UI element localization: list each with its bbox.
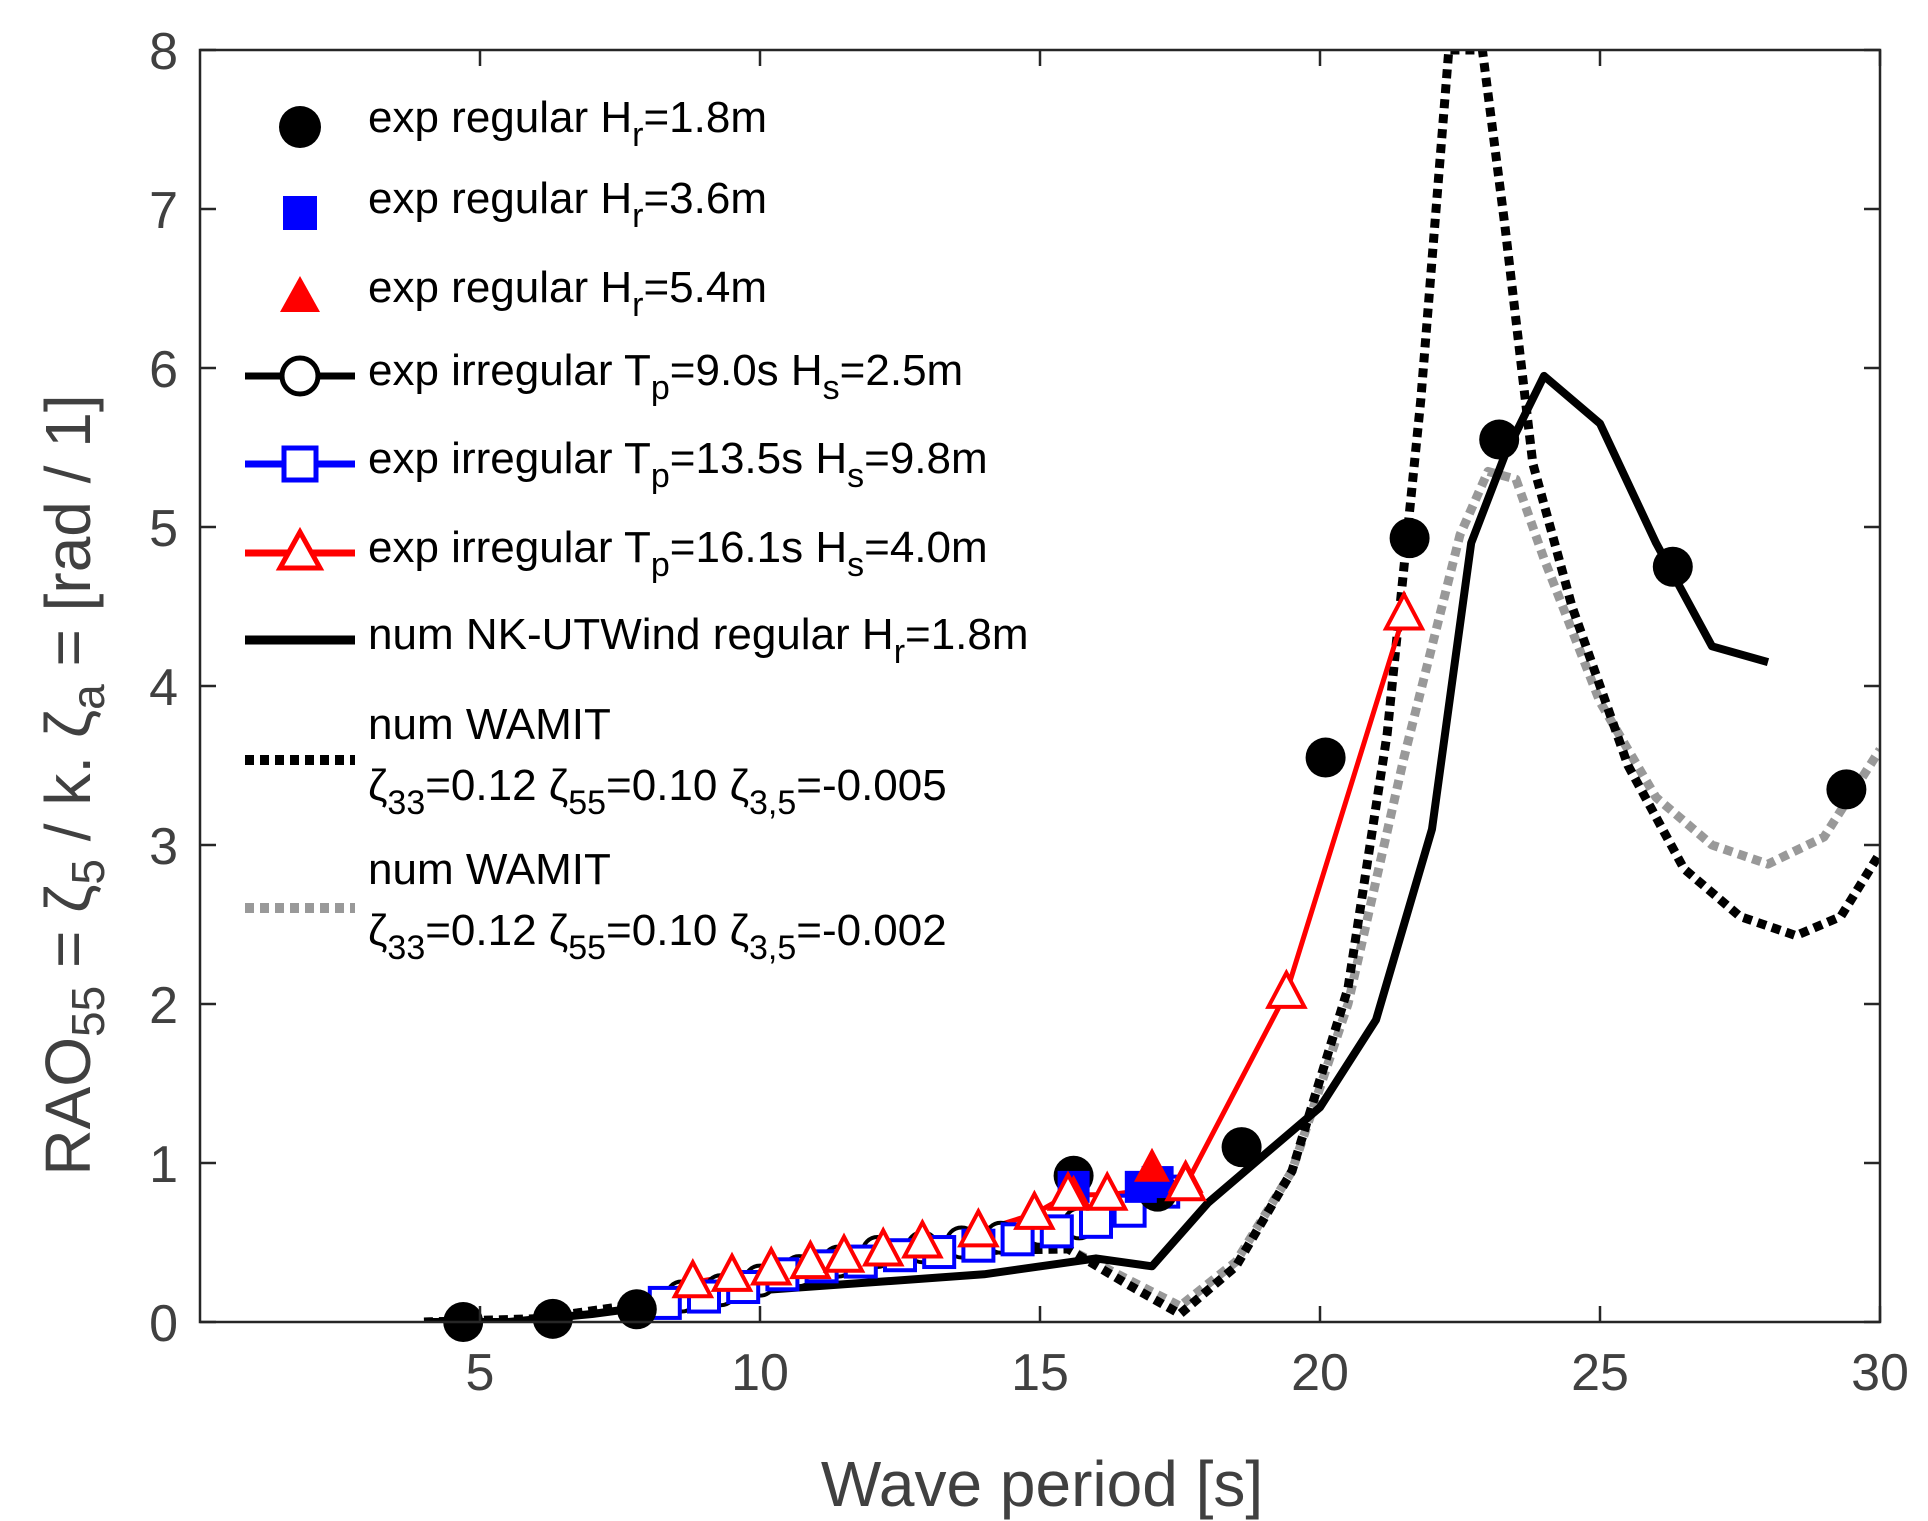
legend-label-exp-irregular-13.5: exp irregular Tp=13.5s Hs=9.8m [368, 434, 988, 495]
x-tick-label: 5 [466, 1344, 495, 1402]
y-tick-label: 5 [149, 500, 178, 558]
plot-markers [443, 419, 1867, 1342]
data-point-series-4 [1039, 1214, 1074, 1249]
data-point-series-2 [1134, 1147, 1170, 1182]
legend-label-exp-irregular-9.0: exp irregular Tp=9.0s Hs=2.5m [368, 346, 963, 407]
legend-label-num-nk-utwind: num NK-UTWind regular Hr=1.8m [368, 610, 1029, 671]
data-point-series-0 [1652, 546, 1693, 587]
data-point-series-0 [1221, 1127, 1262, 1168]
data-point-series-0 [1305, 737, 1346, 778]
data-point-series-5 [822, 1232, 866, 1273]
legend-swatch-exp-regular-5.4 [280, 276, 320, 312]
y-tick-label: 3 [149, 818, 178, 876]
legend-swatch-exp-regular-3.6 [283, 196, 317, 230]
data-point-series-5 [671, 1257, 715, 1299]
legend-swatch-exp-irregular-9.0-marker [279, 355, 321, 397]
data-point-series-0 [532, 1298, 573, 1339]
axis-ticks [200, 48, 1882, 1324]
data-point-series-5 [1046, 1170, 1090, 1211]
data-point-series-4 [1079, 1204, 1113, 1239]
plot-lines [423, 50, 1880, 1322]
legend-labels: exp regular Hr=1.8m exp regular Hr=3.6m … [368, 93, 1029, 967]
data-point-series-5 [861, 1226, 905, 1267]
y-tick-label: 2 [149, 977, 178, 1035]
y-tick-labels: 0 1 2 3 4 5 6 7 8 [149, 23, 178, 1353]
x-tick-labels: 5 10 15 20 25 30 [466, 1344, 1909, 1402]
data-point-series-5 [957, 1207, 1000, 1248]
legend-label-exp-regular-3.6: exp regular Hr=3.6m [368, 174, 767, 235]
data-point-series-0 [1479, 419, 1520, 460]
legend-symbols [245, 106, 355, 913]
x-tick-label: 20 [1291, 1344, 1349, 1402]
data-point-series-0 [616, 1289, 657, 1330]
legend-swatch-exp-irregular-13.5-marker [281, 445, 319, 483]
data-point-series-5 [1265, 968, 1308, 1009]
legend-label-exp-irregular-16.1: exp irregular Tp=16.1s Hs=4.0m [368, 523, 988, 584]
legend-label-num-wamit-005-line1: num WAMIT [368, 700, 611, 749]
x-axis-label: Wave period [s] [821, 1448, 1263, 1520]
data-point-series-5 [1164, 1160, 1207, 1202]
data-point-series-5 [1013, 1189, 1056, 1230]
y-tick-label: 8 [149, 23, 178, 81]
x-tick-label: 30 [1851, 1344, 1909, 1402]
legend-label-num-wamit-005-line2: ζ33=0.12 ζ55=0.10 ζ3,5=-0.005 [368, 761, 947, 822]
series-line-6 [424, 371, 1770, 1322]
x-tick-label: 10 [731, 1344, 789, 1402]
y-tick-label: 1 [149, 1136, 178, 1194]
legend-swatch-exp-regular-1.8 [279, 106, 321, 148]
legend-swatch-exp-irregular-16.1-marker [275, 526, 325, 571]
data-point-series-5 [789, 1238, 832, 1280]
y-tick-label: 7 [149, 182, 178, 240]
series-line-7 [423, 50, 1880, 1322]
x-tick-label: 15 [1011, 1344, 1069, 1402]
data-point-series-5 [749, 1245, 793, 1286]
y-tick-label: 4 [149, 659, 178, 717]
x-tick-label: 25 [1571, 1344, 1629, 1402]
data-point-series-5 [1085, 1170, 1129, 1211]
legend-label-exp-regular-1.8: exp regular Hr=1.8m [368, 93, 767, 154]
legend-label-num-wamit-002-line2: ζ33=0.12 ζ55=0.10 ζ3,5=-0.002 [368, 906, 947, 967]
y-tick-label: 6 [149, 341, 178, 399]
legend-label-num-wamit-002-line1: num WAMIT [368, 845, 611, 894]
y-axis-label: RAO55 = ζ5 / k. ζa = [rad / 1] [32, 394, 114, 1175]
data-point-series-0 [1826, 769, 1867, 810]
y-tick-label: 0 [149, 1295, 178, 1353]
data-point-series-5 [1382, 590, 1426, 631]
plot-frame [198, 48, 1882, 1324]
legend-label-exp-regular-5.4: exp regular Hr=5.4m [368, 263, 767, 324]
data-point-series-5 [901, 1218, 944, 1259]
data-point-series-5 [710, 1251, 754, 1292]
data-point-series-0 [1389, 518, 1430, 559]
series-line-8 [423, 466, 1880, 1322]
legend: exp regular Hr=1.8m exp regular Hr=3.6m … [245, 93, 1029, 967]
